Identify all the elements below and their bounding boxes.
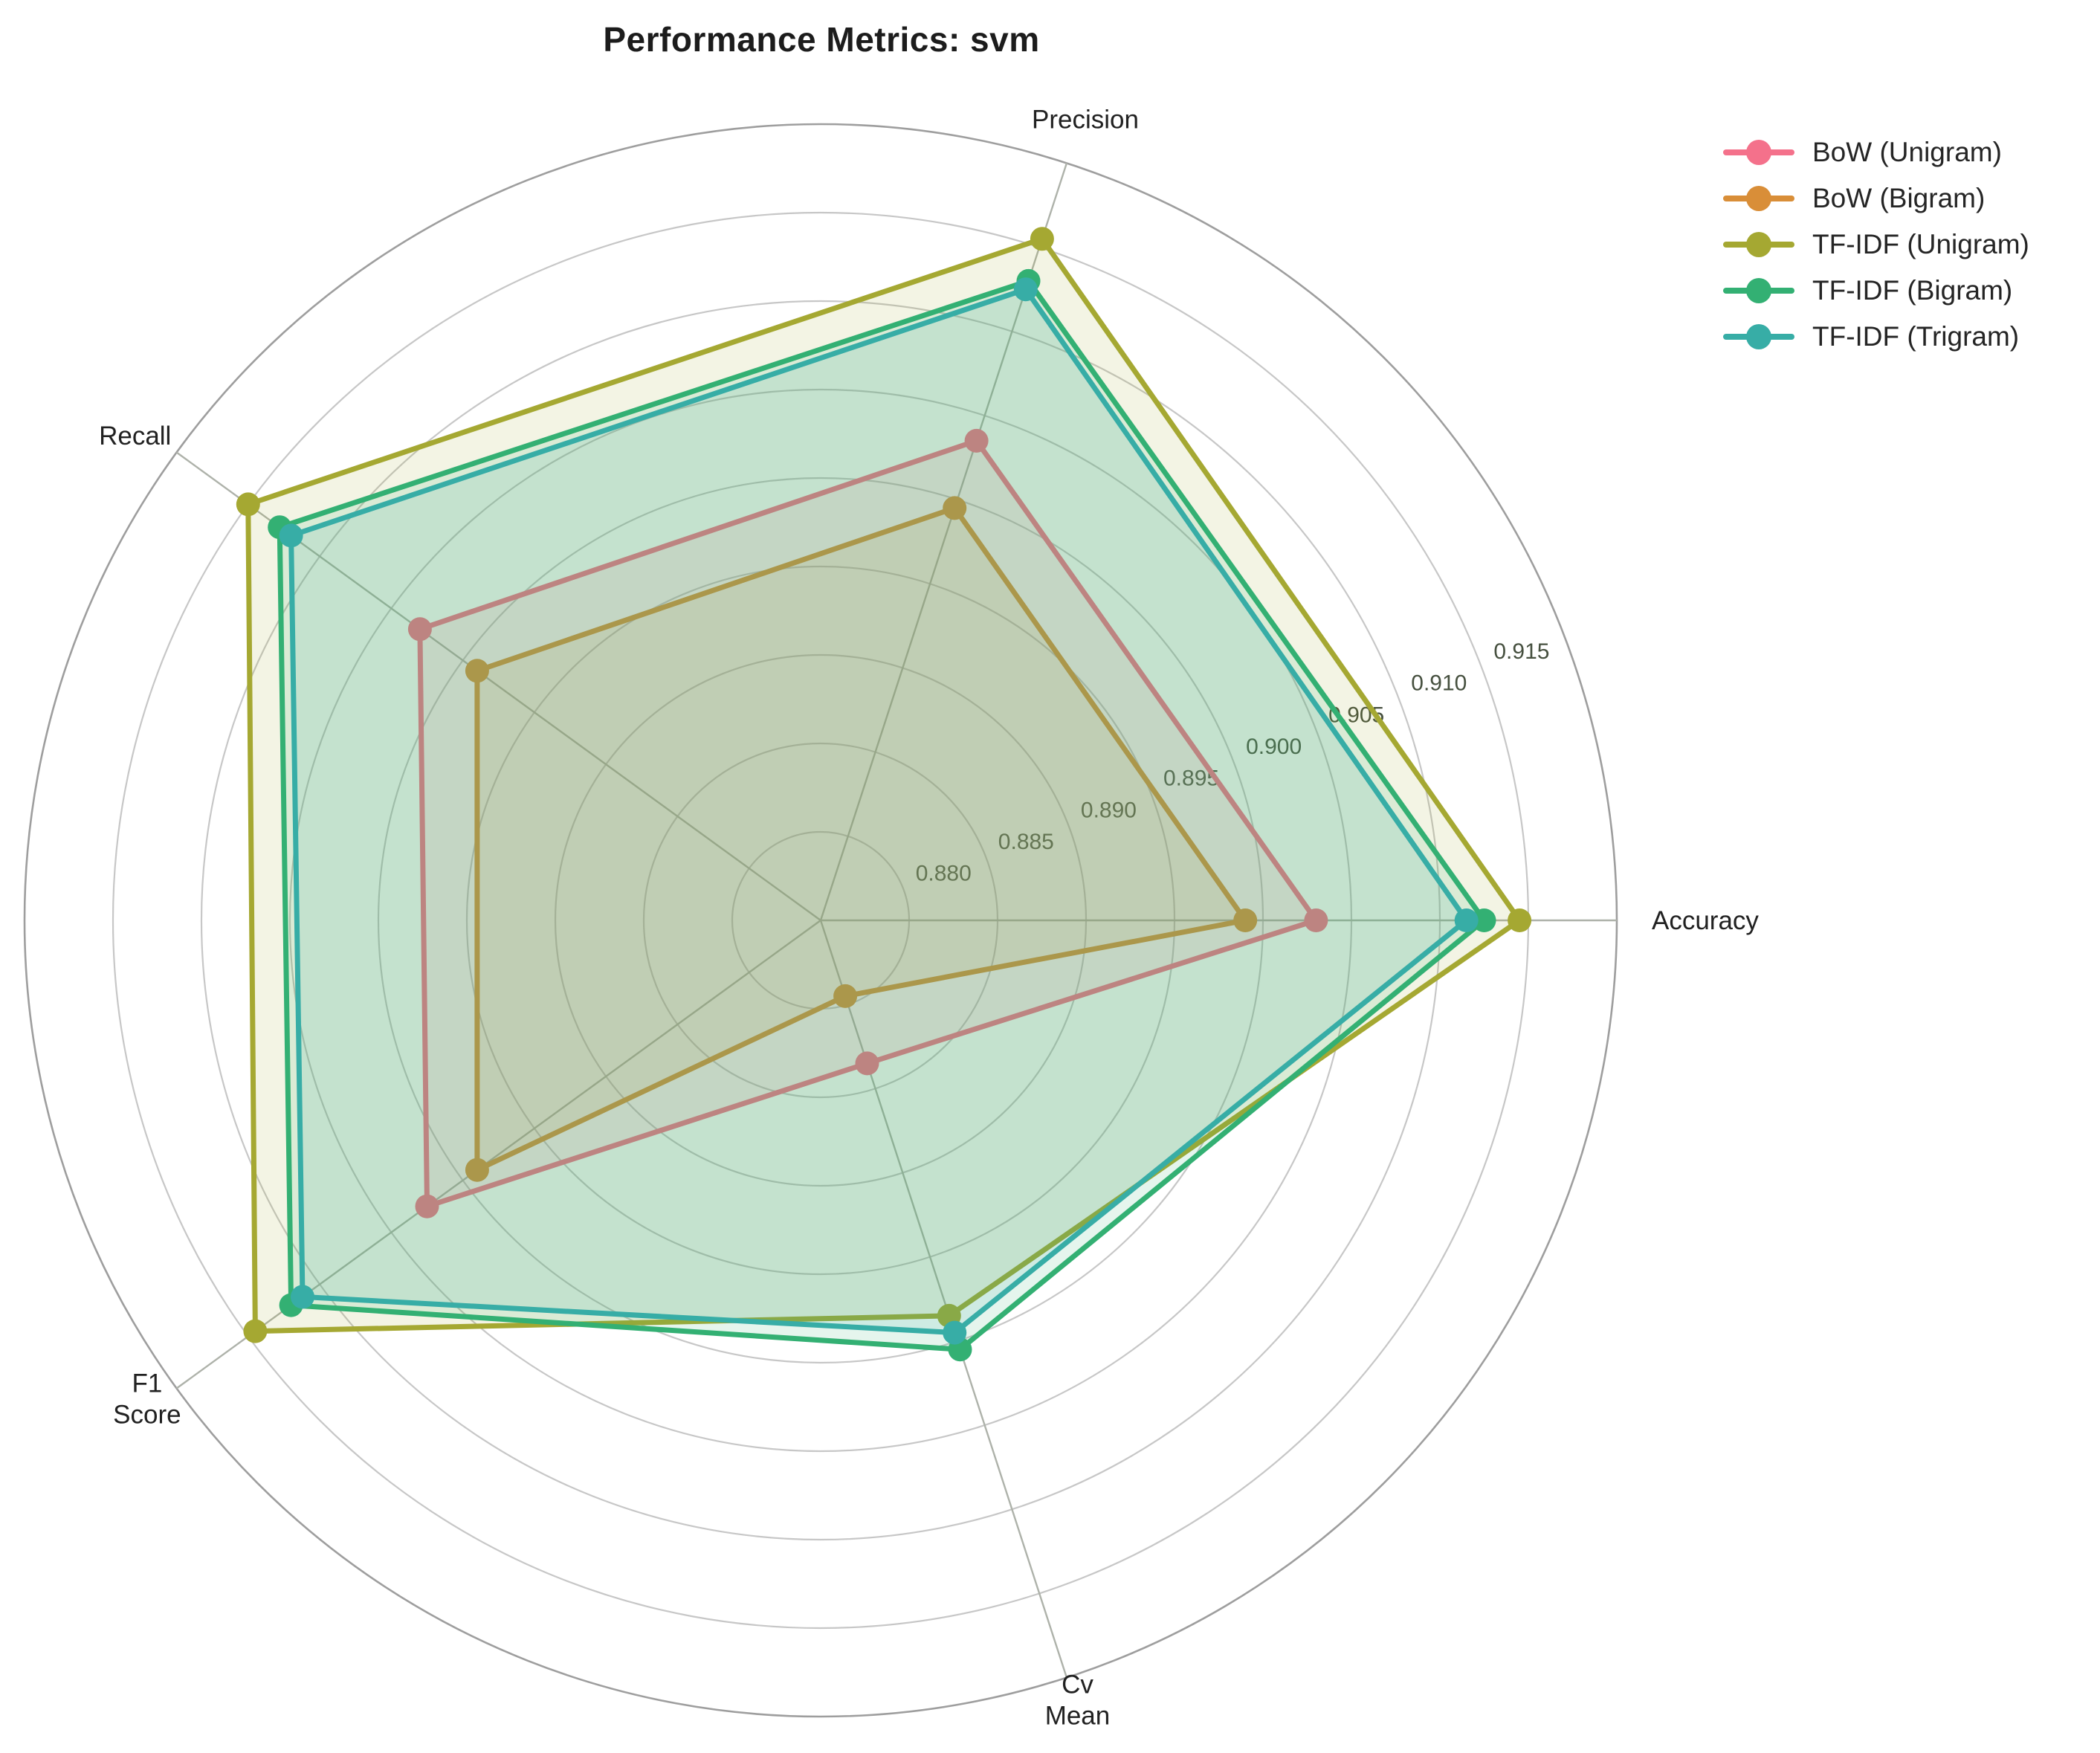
- legend-marker-icon: [1723, 139, 1794, 165]
- data-point: [943, 1320, 967, 1345]
- axis-label-f1-score: F1: [132, 1369, 162, 1398]
- series-polygon: [277, 278, 1487, 1352]
- legend-label: TF-IDF (Trigram): [1812, 320, 2020, 352]
- series-BoW (Bigram): [465, 496, 1258, 1182]
- radial-tick-label: 0.900: [1246, 735, 1302, 759]
- radial-tick-label: 0.885: [998, 830, 1054, 854]
- radial-tick-label: 0.910: [1411, 671, 1467, 696]
- data-point: [465, 1158, 489, 1182]
- series-TF-IDF (Bigram): [268, 268, 1496, 1362]
- data-point: [1508, 908, 1532, 932]
- data-point: [236, 492, 260, 517]
- legend-marker-icon: [1723, 277, 1794, 303]
- legend-marker-icon: [1723, 323, 1794, 349]
- data-point: [1472, 908, 1496, 932]
- legend-item: BoW (Bigram): [1723, 182, 2029, 213]
- data-point: [1454, 908, 1479, 932]
- series-TF-IDF (Trigram): [279, 277, 1479, 1345]
- series-polygon: [245, 236, 1522, 1334]
- axis-label-recall: Recall: [99, 422, 171, 451]
- data-point: [407, 617, 432, 642]
- data-point: [1233, 908, 1258, 932]
- data-point: [279, 523, 303, 548]
- axis-label-cv-mean: Cv: [1062, 1670, 1093, 1699]
- legend-label: TF-IDF (Bigram): [1812, 274, 2013, 306]
- data-point: [943, 496, 967, 520]
- radial-tick-label: 0.915: [1493, 639, 1549, 664]
- chart-legend: BoW (Unigram) BoW (Bigram) TF-IDF (Unigram…: [1723, 136, 2029, 352]
- series-polygon: [417, 438, 1319, 1210]
- chart-title: Performance Metrics: svm: [603, 20, 1040, 59]
- series-polygon: [288, 286, 1470, 1336]
- legend-item: TF-IDF (Unigram): [1723, 228, 2029, 259]
- data-point: [291, 1285, 314, 1309]
- axis-spoke: [819, 920, 1068, 1678]
- axis-label-f1-score: Score: [113, 1400, 181, 1429]
- axis-label-precision: Precision: [1032, 105, 1139, 134]
- legend-marker-icon: [1723, 231, 1794, 257]
- series-TF-IDF (Unigram): [236, 227, 1532, 1343]
- legend-item: TF-IDF (Bigram): [1723, 274, 2029, 306]
- radial-tick-label: 0.880: [916, 862, 972, 886]
- data-point: [964, 428, 989, 453]
- data-point: [833, 984, 858, 1008]
- data-point: [1304, 908, 1328, 932]
- data-point: [855, 1051, 879, 1076]
- data-point: [465, 659, 489, 683]
- axis-label-cv-mean: Mean: [1045, 1701, 1111, 1730]
- legend-item: BoW (Unigram): [1723, 136, 2029, 167]
- data-point: [1030, 227, 1054, 251]
- data-point: [415, 1194, 439, 1218]
- legend-label: BoW (Unigram): [1812, 136, 2002, 167]
- data-point: [243, 1319, 268, 1343]
- legend-marker-icon: [1723, 185, 1794, 211]
- legend-label: TF-IDF (Unigram): [1812, 228, 2029, 259]
- series-polygon: [474, 505, 1248, 1173]
- legend-item: TF-IDF (Trigram): [1723, 320, 2029, 352]
- radial-tick-label: 0.890: [1081, 798, 1137, 822]
- axis-label-accuracy: Accuracy: [1652, 906, 1759, 935]
- legend-label: BoW (Bigram): [1812, 182, 1986, 213]
- data-point: [1013, 277, 1038, 302]
- series-BoW (Unigram): [407, 428, 1328, 1218]
